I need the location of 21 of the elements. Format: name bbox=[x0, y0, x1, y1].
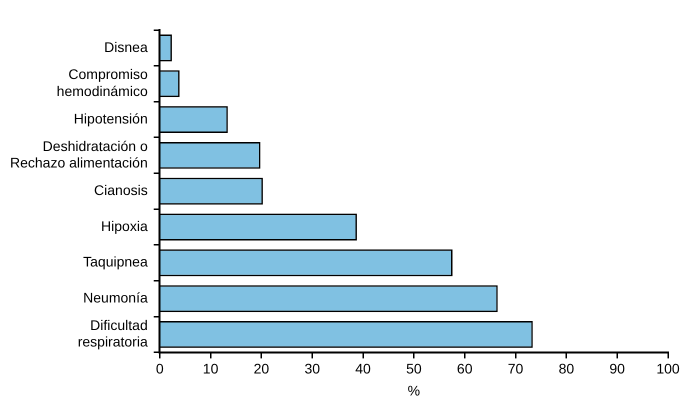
y-tick-label: Hipoxia bbox=[101, 218, 148, 234]
y-tick-label: Cianosis bbox=[94, 182, 148, 198]
x-axis-title: % bbox=[408, 382, 420, 398]
x-tick-label: 100 bbox=[656, 360, 680, 377]
y-tick-label: Hipotensión bbox=[74, 110, 148, 126]
y-tick-label: Taquipnea bbox=[83, 254, 148, 270]
x-tick-label: 30 bbox=[304, 360, 320, 377]
x-tick-label: 20 bbox=[254, 360, 270, 377]
y-tick-label: Neumonía bbox=[83, 290, 148, 306]
y-tick-label: Dificultad respiratoria bbox=[78, 316, 148, 350]
y-tick-label: Deshidratación o Rechazo alimentación bbox=[10, 138, 148, 171]
x-tick-label: 60 bbox=[456, 360, 473, 377]
x-tick-label: 10 bbox=[202, 360, 219, 377]
x-tick-label: 80 bbox=[558, 360, 574, 377]
y-tick-label: Compromiso hemodinámico bbox=[56, 66, 148, 99]
x-tick-label: 50 bbox=[406, 360, 422, 377]
x-tick-label: 70 bbox=[508, 360, 524, 377]
x-tick-label: 90 bbox=[609, 360, 626, 377]
x-tick-label: 0 bbox=[156, 360, 164, 377]
y-tick-label: Disnea bbox=[104, 38, 148, 55]
x-tick-label: 40 bbox=[355, 360, 372, 377]
